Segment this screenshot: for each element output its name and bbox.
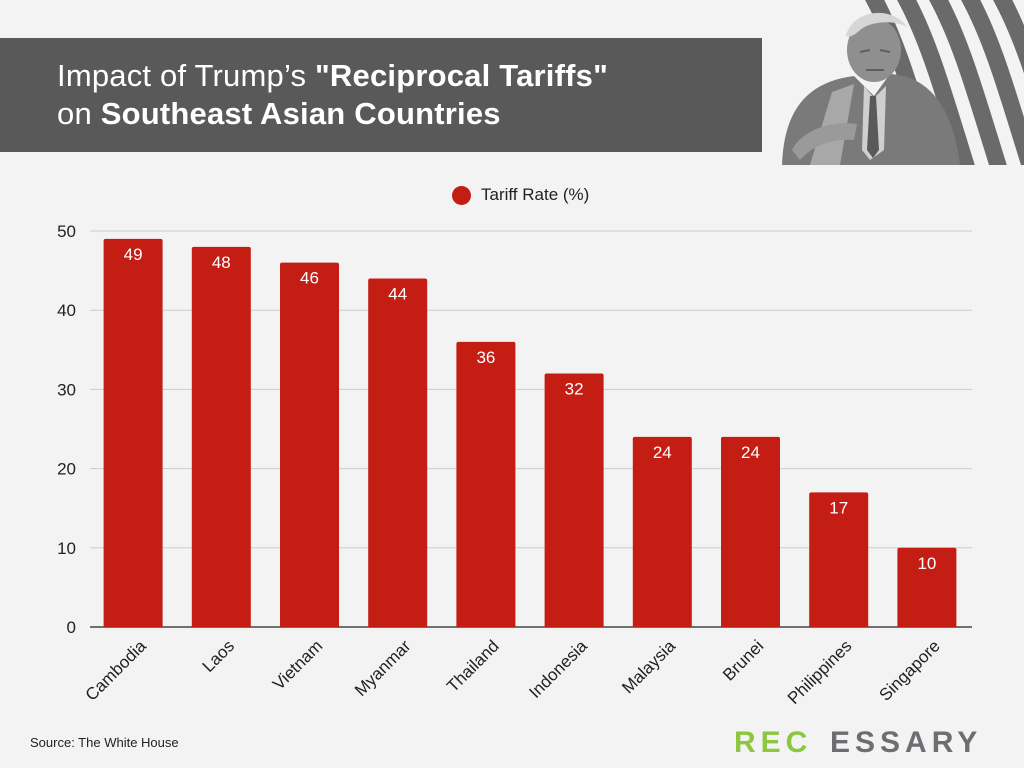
x-tick-label: Laos [199,636,239,676]
x-tick-label: Vietnam [269,636,326,693]
bar [103,238,163,628]
bar-chart: 0 10 20 30 40 50 49 Cambodia 48 Laos 46 Vietnam 44 My… [57,222,972,708]
bar [809,492,869,627]
data-label: 24 [741,443,760,462]
data-label: 24 [653,443,672,462]
data-label: 10 [917,554,936,573]
y-tick-label: 0 [67,618,76,637]
bar [632,436,692,627]
bar [544,373,604,627]
brand-rest-text: ESSARY [830,726,982,759]
chart-title-line-1: Impact of Trump’s "Reciprocal Tariffs" [57,58,608,94]
y-tick-label: 10 [57,539,76,558]
legend-label: Tariff Rate (%) [481,185,590,204]
source-note: Source: The White House [30,735,179,750]
y-tick-label: 40 [57,301,76,320]
title-line-1-prefix: Impact of Trump’s [57,58,316,93]
x-tick-label: Cambodia [82,636,151,705]
y-tick-label: 20 [57,460,76,479]
data-label: 36 [476,348,495,367]
title-line-1-bold: "Reciprocal Tariffs" [315,58,608,93]
x-tick-label: Brunei [719,636,767,684]
bar [368,278,428,627]
title-line-2-prefix: on [57,96,101,131]
data-label: 46 [300,269,319,288]
trump-portrait-stripes-illustration [762,0,1024,165]
bar [721,436,780,627]
data-label: 48 [212,253,231,272]
data-label: 49 [124,245,143,264]
title-banner [0,38,762,152]
x-tick-label: Thailand [443,636,503,696]
brand-accent-text: REC [734,726,812,759]
reccessary-logo: REC ESSARY [734,726,982,759]
bar [897,547,957,627]
x-tick-label: Philippines [784,636,856,708]
y-tick-label: 50 [57,222,76,241]
bar [191,246,251,627]
x-tick-label: Malaysia [618,636,679,697]
red-circle-icon [452,185,471,205]
x-tick-label: Myanmar [351,636,415,700]
illustration-graphic [782,0,1024,165]
data-label: 44 [388,285,407,304]
data-label: 17 [829,498,848,517]
data-label: 32 [565,380,584,399]
x-tick-label: Indonesia [525,636,591,702]
bar [456,341,516,627]
bar [280,262,339,627]
y-tick-label: 30 [57,380,76,399]
title-line-2-bold: Southeast Asian Countries [100,96,501,131]
chart-title-line-2: on Southeast Asian Countries [57,96,501,132]
x-tick-label: Singapore [875,636,943,704]
chart-legend: Tariff Rate (%) [452,180,589,210]
